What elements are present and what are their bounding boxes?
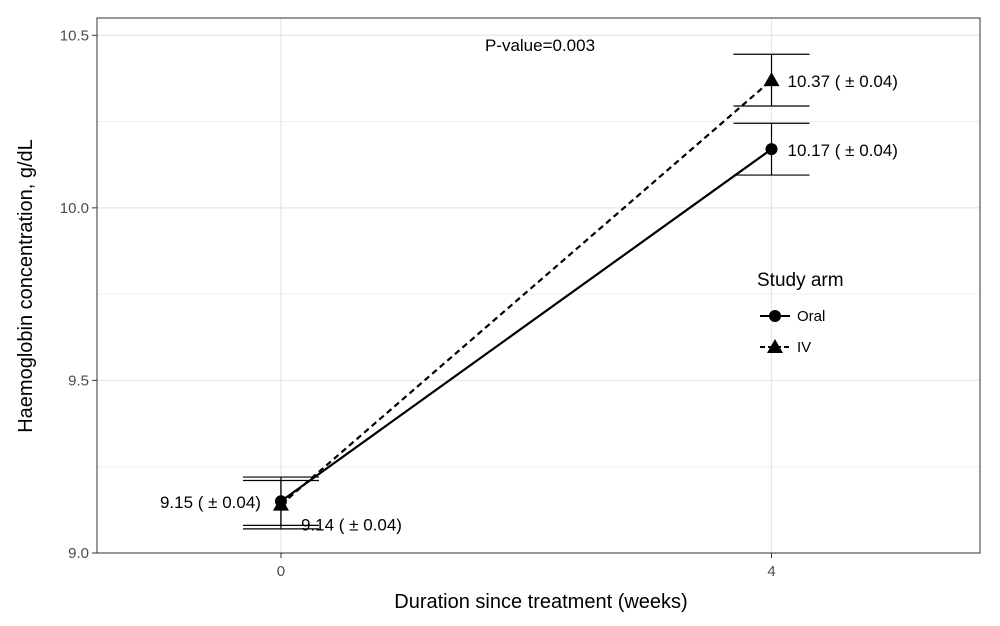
legend-label: IV [797, 339, 811, 356]
series-line [280, 148, 773, 503]
legend: Study arm Oral IV [757, 270, 844, 356]
series-iv: 9.14 ( ± 0.04) 10.37 ( ± 0.04) [242, 53, 898, 535]
legend-key-marker [767, 339, 783, 353]
data-label: 10.37 ( ± 0.04) [788, 72, 898, 91]
series-group: 9.15 ( ± 0.04)10.17 ( ± 0.04)9.14 ( ± 0.… [160, 53, 898, 535]
data-point [765, 143, 778, 156]
legend-label: Oral [797, 308, 825, 325]
legend-key-marker [769, 310, 781, 322]
y-tick-label: 10.0 [60, 200, 89, 217]
x-axis-title: Duration since treatment (weeks) [394, 591, 687, 613]
legend-item-iv: IV [760, 339, 811, 356]
legend-title: Study arm [757, 270, 844, 291]
y-tick-label: 9.5 [68, 372, 89, 389]
axis-ticks: 9.0 9.5 10.0 10.5 0 4 [60, 27, 776, 580]
y-axis-title: Haemoglobin concentration, g/dL [15, 139, 37, 433]
series-oral: 9.15 ( ± 0.04) 10.17 ( ± 0.04) [160, 122, 898, 526]
data-point [763, 72, 780, 87]
x-tick-label: 0 [277, 563, 285, 580]
data-point [272, 496, 289, 511]
x-tick-label: 4 [767, 563, 775, 580]
data-label: 9.15 ( ± 0.04) [160, 493, 261, 512]
data-label: 9.14 ( ± 0.04) [301, 516, 402, 535]
y-tick-label: 9.0 [68, 545, 89, 562]
series-line [280, 79, 773, 506]
p-value-annotation: P-value=0.003 [485, 36, 595, 55]
grid [97, 18, 980, 554]
data-label: 10.17 ( ± 0.04) [788, 141, 898, 160]
legend-item-oral: Oral [760, 308, 825, 325]
plot-panel-border [96, 17, 981, 554]
y-tick-label: 10.5 [60, 27, 89, 44]
